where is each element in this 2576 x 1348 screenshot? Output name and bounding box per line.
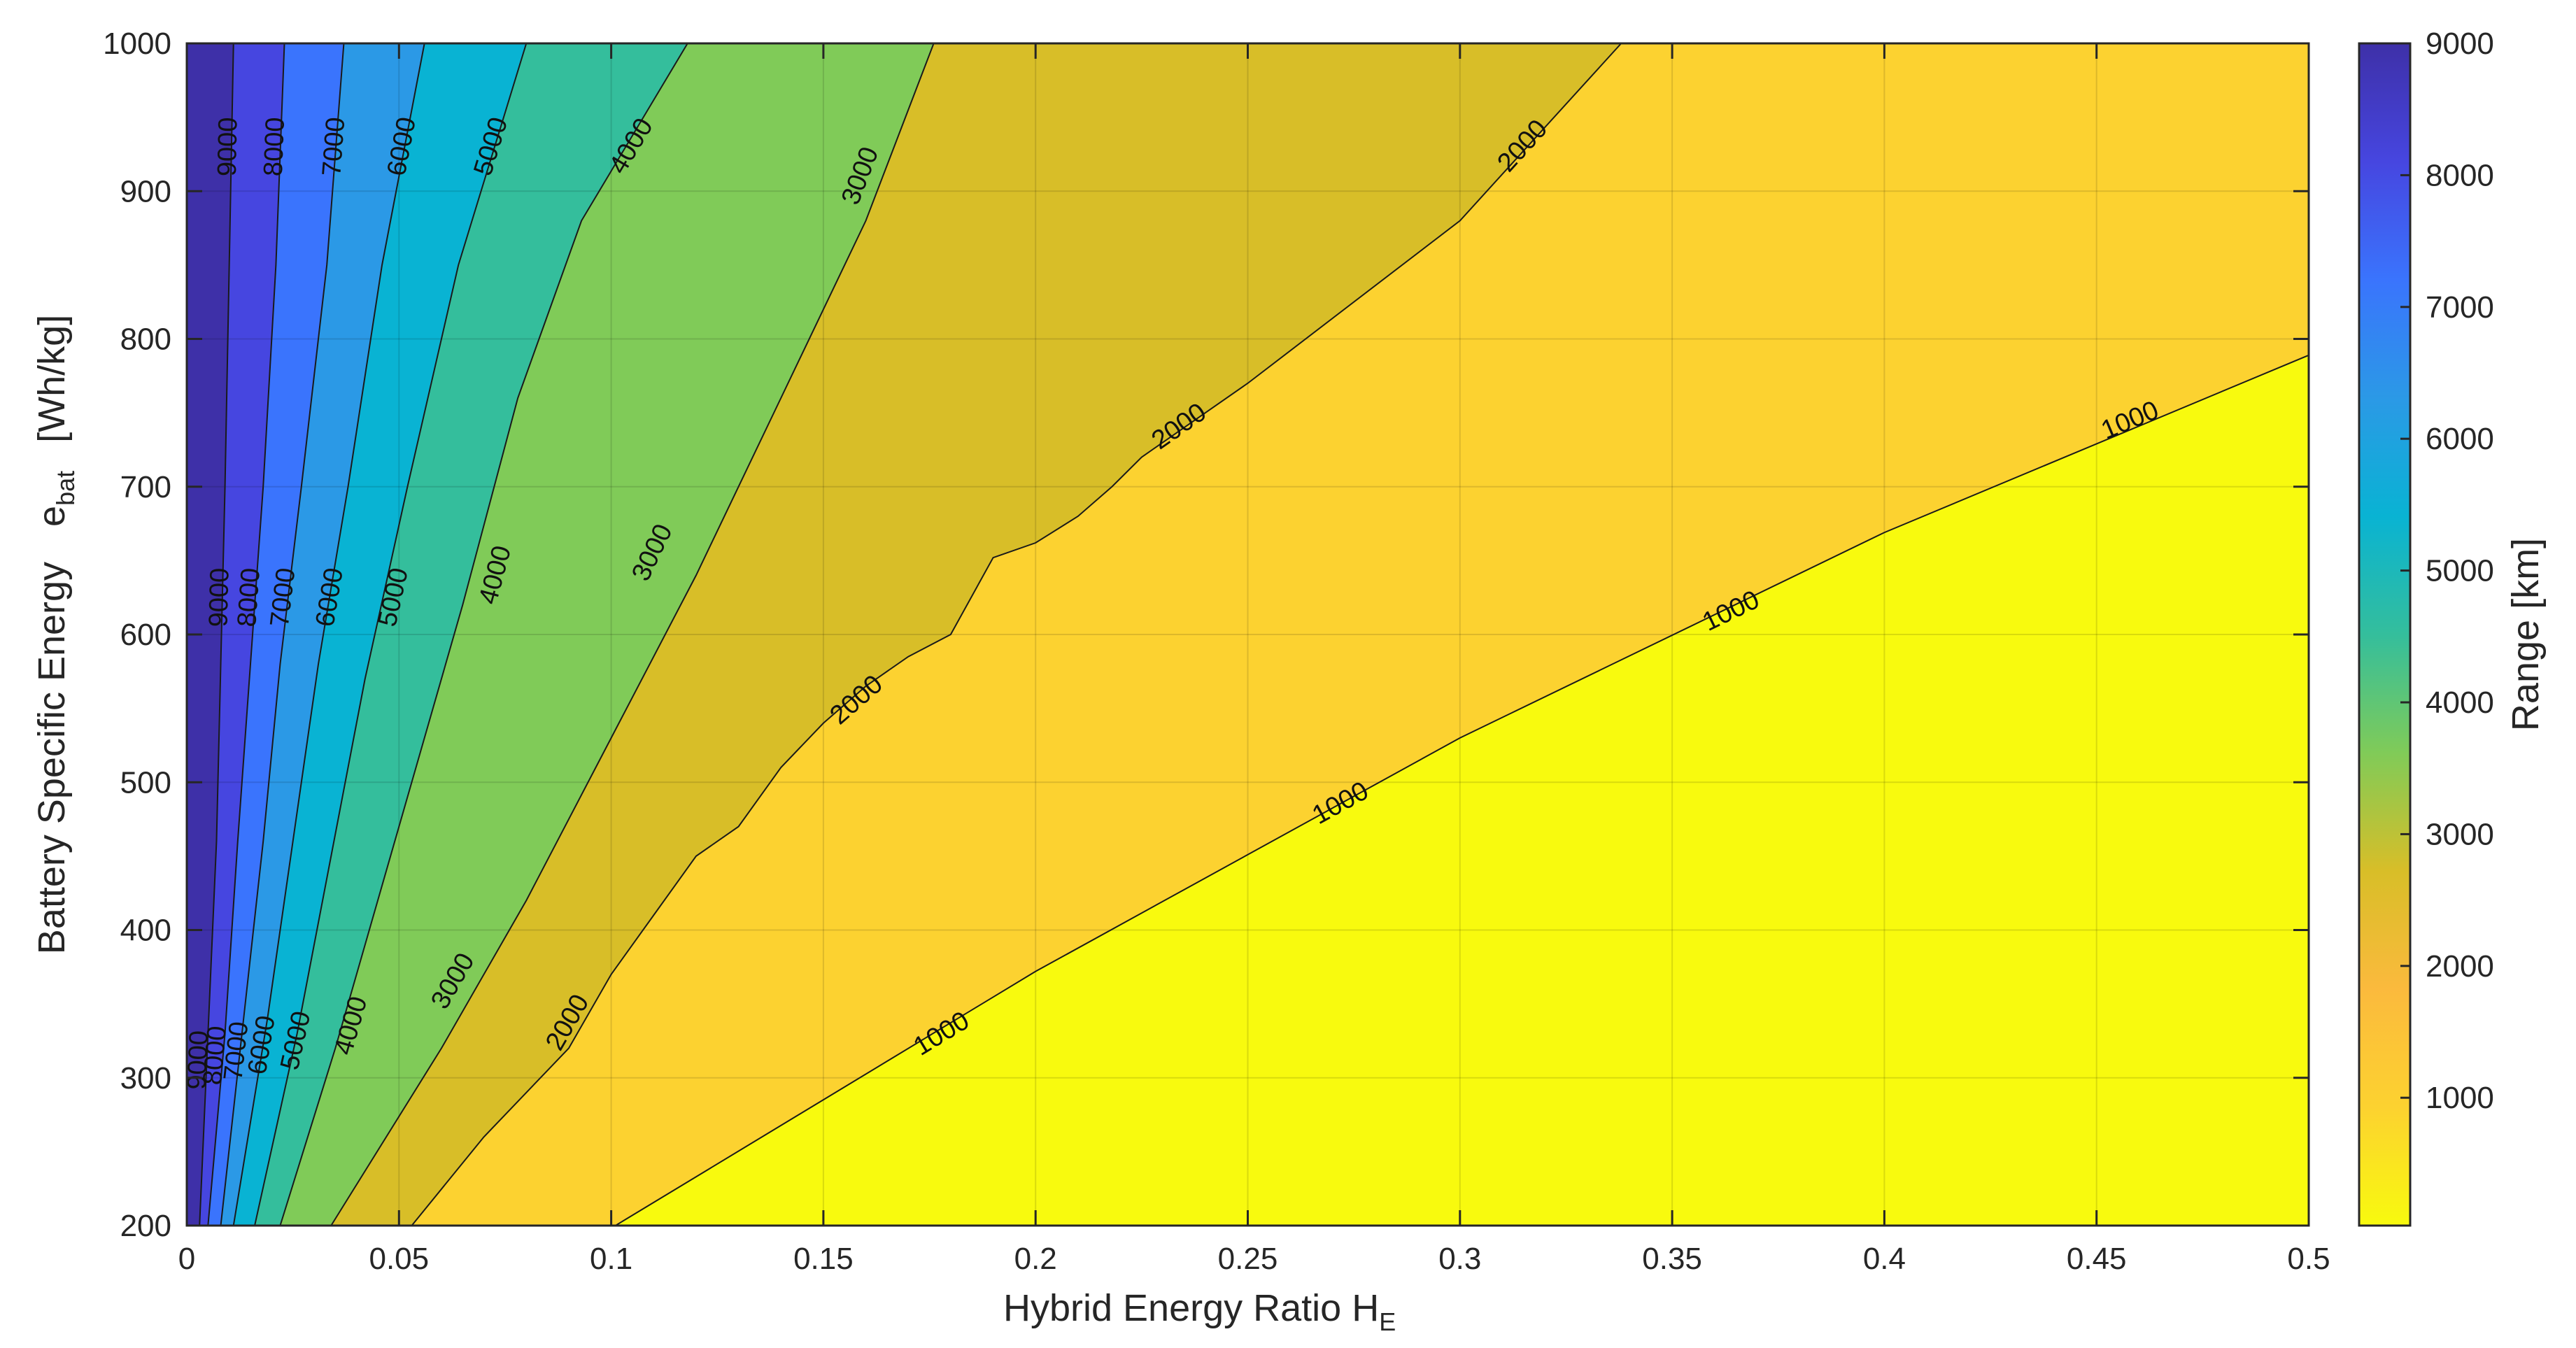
y-tick-label: 800 <box>120 322 171 357</box>
contour-label-text: 8000 <box>232 567 266 627</box>
x-tick-label: 0.05 <box>369 1242 429 1276</box>
y-tick-label: 700 <box>120 470 171 504</box>
y-tick-label: 500 <box>120 765 171 800</box>
x-tick-label: 0.1 <box>590 1242 632 1276</box>
contour-line-2000 <box>411 43 1622 1226</box>
contour-label-8000: 8000 <box>198 1025 232 1086</box>
contour-line-7000 <box>220 43 345 1226</box>
colorbar-tick-label: 4000 <box>2426 686 2494 720</box>
contour-label-text: 7000 <box>265 566 302 628</box>
contour-label-text: 9000 <box>213 117 243 176</box>
colorbar-tick-label: 3000 <box>2426 817 2494 851</box>
contour-line-4000 <box>279 43 688 1226</box>
colorbar-ticks: 1000 2000 3000 4000 5000 6000 7000 8000 9000 <box>2400 27 2494 1115</box>
contour-line-9000 <box>199 43 234 1226</box>
y-tick-label: 400 <box>120 914 171 948</box>
colorbar-tick-label: 1000 <box>2426 1081 2494 1115</box>
grid-lines <box>187 43 2309 1226</box>
contour-label-text: 9000 <box>204 567 235 627</box>
contour-label-text: 7000 <box>218 1020 254 1082</box>
x-tick-label: 0.35 <box>1642 1242 1702 1276</box>
x-axis-ticks: 0 0.05 0.1 0.15 0.2 0.25 0.3 0.35 0.4 0.45 0.5 <box>178 43 2330 1276</box>
x-axis-title-main: Hybrid Energy Ratio H <box>1003 1287 1379 1329</box>
x-tick-label: 0.15 <box>793 1242 854 1276</box>
colorbar-tick-label: 6000 <box>2426 422 2494 456</box>
x-tick-label: 0.45 <box>2067 1242 2127 1276</box>
y-axis-title-units: [Wh/kg] <box>31 315 73 443</box>
colorbar-tick-label: 7000 <box>2426 290 2494 325</box>
contour-label-8000: 8000 <box>232 567 266 627</box>
y-tick-label: 200 <box>120 1209 171 1243</box>
x-tick-label: 0.25 <box>1218 1242 1278 1276</box>
contour-line-1000 <box>615 354 2309 1226</box>
contour-line-3000 <box>330 43 935 1226</box>
colorbar <box>2358 42 2412 1227</box>
contour-label-9000: 9000 <box>204 567 235 627</box>
contour-fills <box>187 43 2309 1226</box>
contour-label-7000: 7000 <box>218 1020 254 1082</box>
x-tick-label: 0.3 <box>1438 1242 1481 1276</box>
contour-label-text: 8000 <box>259 117 290 177</box>
contour-line-8000 <box>207 43 285 1226</box>
colorbar-tick-label: 9000 <box>2426 27 2494 61</box>
y-axis-ticks: 200 300 400 500 600 700 800 900 1000 <box>103 27 2309 1243</box>
y-tick-label: 1000 <box>103 27 171 61</box>
contour-label-9000: 9000 <box>213 117 243 176</box>
colorbar-tick-label: 2000 <box>2426 949 2494 984</box>
colorbar-tick-label: 5000 <box>2426 554 2494 588</box>
contour-label-text: 8000 <box>198 1025 232 1086</box>
x-axis-title-subscript: E <box>1379 1307 1396 1336</box>
x-tick-label: 0.4 <box>1863 1242 1906 1276</box>
x-tick-label: 0.5 <box>2287 1242 2330 1276</box>
y-tick-label: 600 <box>120 618 171 652</box>
contour-label-7000: 7000 <box>265 566 302 628</box>
contour-line-6000 <box>232 43 425 1226</box>
x-tick-label: 0.2 <box>1014 1242 1057 1276</box>
y-tick-label: 300 <box>120 1061 171 1095</box>
contour-label-8000: 8000 <box>259 117 290 177</box>
contour-line-5000 <box>254 43 528 1226</box>
y-axis-title-main: Battery Specific Energy <box>31 562 73 954</box>
y-axis-title-symbol: e <box>31 506 73 527</box>
contour-lines <box>199 43 2309 1226</box>
contour-label-7000: 7000 <box>317 116 351 178</box>
x-tick-label: 0 <box>178 1242 195 1276</box>
colorbar-tick-label: 8000 <box>2426 158 2494 192</box>
y-axis-title: Battery Specific Energy ebat [Wh/kg] <box>31 315 80 954</box>
colorbar-title: Range [km] <box>2505 538 2547 731</box>
x-axis-title: Hybrid Energy Ratio HE <box>1003 1287 1396 1336</box>
y-axis-title-subscript: bat <box>51 471 80 506</box>
y-tick-label: 900 <box>120 174 171 208</box>
contour-label-text: 7000 <box>317 116 351 178</box>
